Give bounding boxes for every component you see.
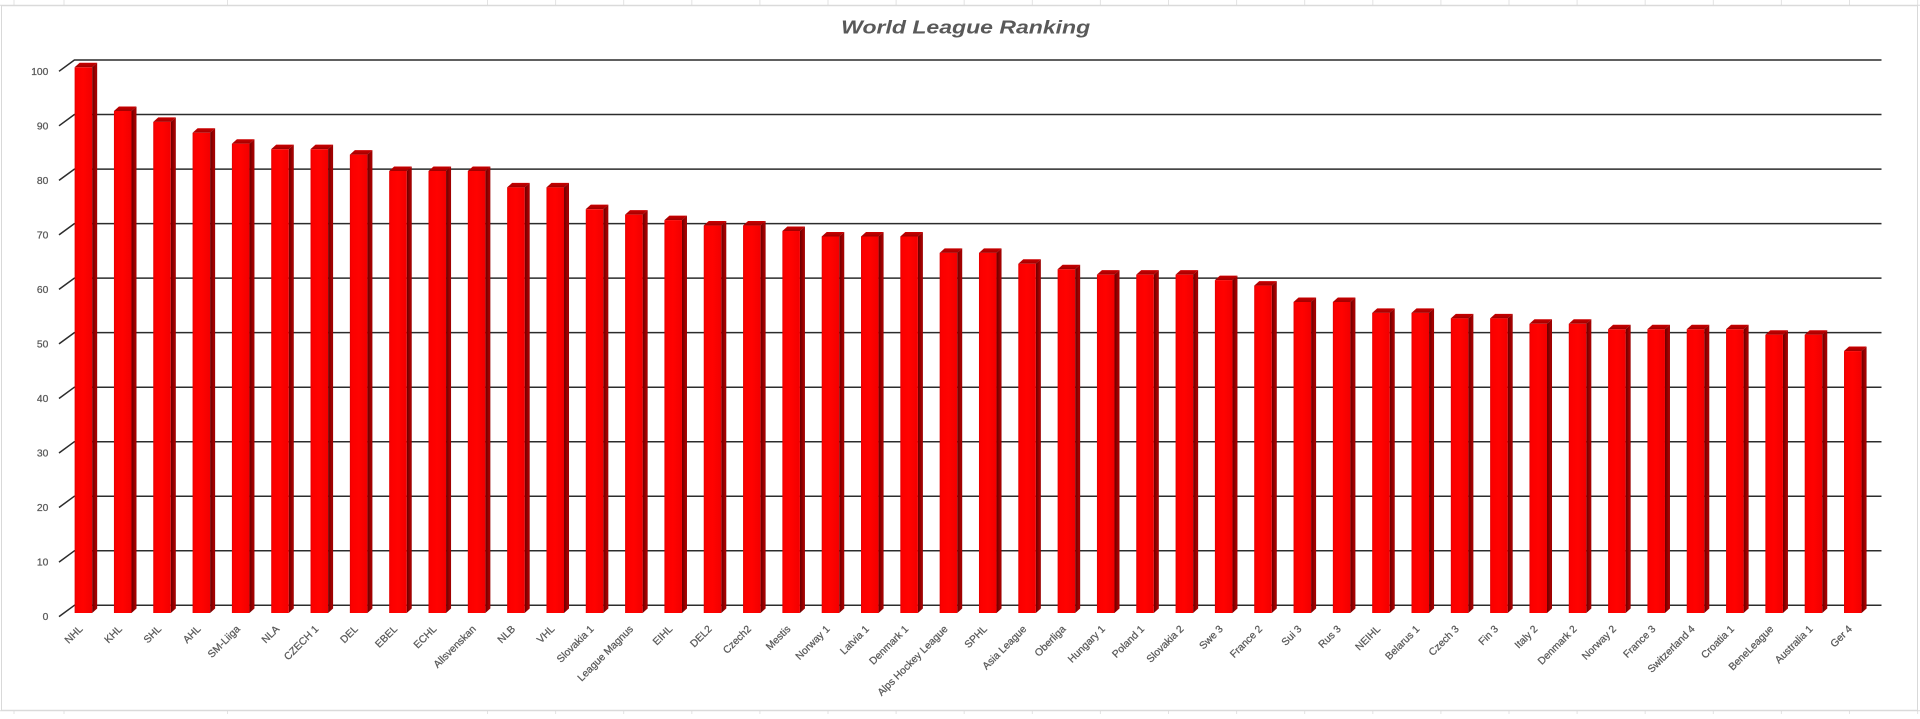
svg-text:70: 70 — [37, 231, 49, 242]
svg-text:80: 80 — [37, 176, 49, 187]
svg-text:50: 50 — [37, 340, 49, 351]
svg-text:10: 10 — [37, 558, 49, 569]
svg-text:100: 100 — [31, 67, 48, 78]
svg-text:40: 40 — [37, 394, 49, 405]
svg-text:90: 90 — [37, 121, 49, 132]
svg-text:20: 20 — [37, 503, 49, 514]
svg-text:30: 30 — [37, 449, 49, 460]
svg-text:60: 60 — [37, 285, 49, 296]
svg-text:World League Ranking: World League Ranking — [841, 16, 1090, 37]
svg-text:0: 0 — [43, 612, 49, 623]
